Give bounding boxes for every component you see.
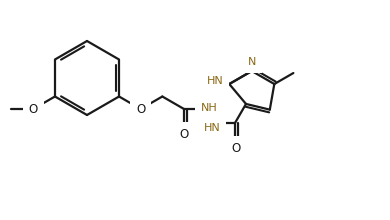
Text: O: O	[179, 128, 189, 141]
Text: O: O	[29, 103, 38, 116]
Text: HN: HN	[204, 123, 220, 133]
Text: NH: NH	[200, 103, 217, 113]
Text: HN: HN	[207, 76, 223, 86]
Text: O: O	[136, 103, 145, 116]
Text: O: O	[232, 141, 241, 154]
Text: N: N	[248, 57, 256, 67]
